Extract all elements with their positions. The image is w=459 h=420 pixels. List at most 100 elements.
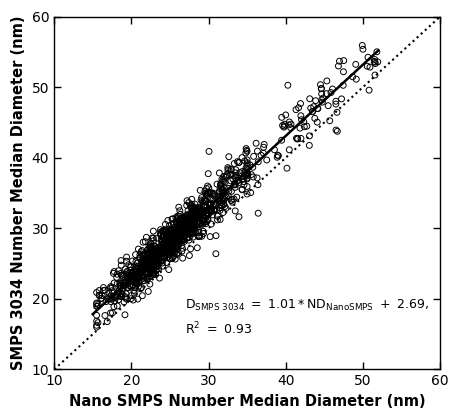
Point bbox=[302, 123, 310, 129]
Point bbox=[136, 269, 144, 276]
Point bbox=[116, 286, 123, 292]
Point bbox=[358, 42, 365, 49]
Point bbox=[257, 152, 264, 159]
Point bbox=[113, 303, 121, 310]
Point bbox=[157, 254, 165, 260]
Point bbox=[158, 263, 166, 270]
Point bbox=[117, 293, 124, 300]
Point bbox=[242, 147, 250, 154]
Point bbox=[203, 210, 210, 217]
Point bbox=[117, 282, 124, 289]
Point bbox=[129, 270, 136, 276]
Point bbox=[158, 248, 166, 255]
Point bbox=[214, 195, 222, 202]
Point bbox=[153, 266, 160, 273]
Point bbox=[179, 221, 186, 228]
Point bbox=[169, 230, 177, 236]
Point bbox=[249, 173, 257, 180]
Point bbox=[147, 257, 155, 264]
Point bbox=[192, 207, 200, 214]
Point bbox=[122, 295, 129, 302]
Point bbox=[136, 278, 144, 284]
Point bbox=[333, 128, 340, 135]
Point bbox=[158, 248, 165, 255]
Point bbox=[334, 63, 341, 69]
Point bbox=[192, 211, 200, 218]
Point bbox=[241, 150, 249, 156]
Point bbox=[130, 287, 137, 294]
Point bbox=[198, 198, 206, 205]
Point bbox=[176, 215, 184, 222]
Point bbox=[146, 243, 153, 250]
Point bbox=[153, 262, 161, 269]
Point bbox=[182, 223, 189, 229]
Point bbox=[322, 90, 330, 97]
Point bbox=[223, 173, 230, 179]
Point bbox=[283, 165, 290, 171]
Point bbox=[203, 190, 211, 197]
Point bbox=[238, 186, 245, 193]
Point bbox=[173, 215, 180, 222]
Point bbox=[124, 284, 131, 291]
Point bbox=[129, 277, 136, 284]
Point bbox=[173, 228, 180, 235]
Point bbox=[160, 245, 167, 252]
Point bbox=[178, 215, 185, 221]
Point bbox=[370, 72, 378, 79]
Point bbox=[277, 114, 285, 121]
Point bbox=[178, 223, 185, 230]
Point bbox=[206, 207, 213, 214]
Point bbox=[117, 280, 124, 286]
Point bbox=[211, 201, 218, 207]
Point bbox=[135, 264, 142, 271]
Point bbox=[243, 159, 250, 166]
Point bbox=[157, 237, 164, 244]
Point bbox=[175, 241, 182, 248]
Point bbox=[148, 246, 155, 253]
Point bbox=[106, 285, 114, 291]
Point bbox=[202, 191, 210, 198]
Point bbox=[335, 58, 342, 65]
Point bbox=[179, 215, 186, 221]
Point bbox=[206, 190, 213, 197]
Point bbox=[145, 247, 152, 253]
Point bbox=[177, 238, 185, 245]
Point bbox=[154, 247, 162, 254]
Point bbox=[210, 206, 217, 213]
Point bbox=[193, 205, 200, 212]
Point bbox=[246, 189, 254, 196]
Point bbox=[148, 251, 155, 257]
Point bbox=[150, 256, 157, 262]
Point bbox=[204, 217, 211, 223]
Point bbox=[170, 233, 177, 239]
Point bbox=[190, 225, 197, 231]
Point bbox=[139, 278, 146, 284]
Point bbox=[108, 287, 115, 294]
Point bbox=[145, 260, 152, 267]
Point bbox=[138, 269, 145, 276]
Point bbox=[168, 249, 175, 256]
Point bbox=[132, 258, 140, 265]
Point bbox=[127, 267, 134, 274]
Point bbox=[178, 223, 185, 229]
Point bbox=[137, 265, 144, 272]
Point bbox=[149, 247, 157, 254]
Point bbox=[189, 204, 196, 210]
Point bbox=[124, 270, 132, 277]
Point bbox=[116, 279, 123, 286]
Point bbox=[161, 248, 168, 255]
Point bbox=[159, 231, 167, 238]
Point bbox=[172, 220, 179, 226]
Point bbox=[179, 213, 187, 220]
Point bbox=[173, 239, 180, 246]
Point bbox=[197, 197, 204, 203]
Point bbox=[172, 244, 179, 251]
Point bbox=[179, 215, 186, 222]
Point bbox=[365, 64, 373, 71]
Point bbox=[174, 222, 182, 228]
Point bbox=[125, 261, 132, 268]
Point bbox=[190, 219, 198, 226]
Point bbox=[182, 214, 190, 221]
Point bbox=[153, 244, 161, 251]
Point bbox=[117, 270, 124, 277]
